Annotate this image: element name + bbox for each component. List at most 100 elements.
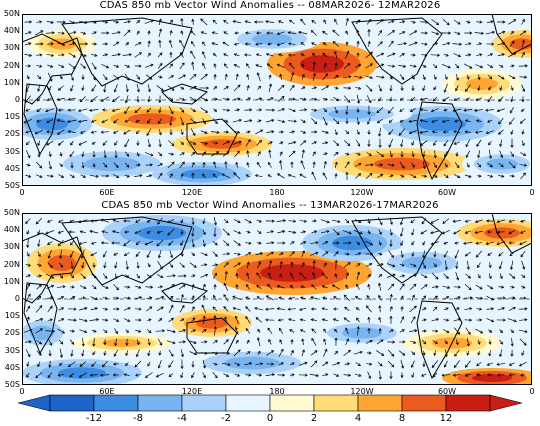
longitude-label: 0 bbox=[19, 387, 25, 396]
wind-vector bbox=[57, 119, 65, 123]
wind-vector bbox=[288, 141, 296, 145]
wind-vector bbox=[46, 285, 54, 289]
wind-vector bbox=[366, 305, 372, 313]
wind-vector bbox=[26, 372, 30, 378]
wind-vector bbox=[289, 251, 295, 257]
wind-vector bbox=[101, 285, 109, 289]
wind-vector bbox=[278, 349, 284, 357]
wind-vector bbox=[521, 140, 525, 146]
wind-vector bbox=[399, 275, 405, 277]
wind-vector bbox=[442, 96, 450, 102]
wind-vector bbox=[301, 149, 305, 159]
latitude-label: 50N bbox=[3, 9, 20, 18]
wind-vector bbox=[45, 108, 55, 112]
wind-vector bbox=[80, 231, 86, 233]
wind-vector bbox=[356, 241, 360, 245]
wind-vector bbox=[113, 284, 119, 290]
wind-vector bbox=[478, 85, 480, 91]
wind-vector bbox=[312, 73, 316, 81]
wind-vector bbox=[431, 241, 439, 245]
wind-vector bbox=[409, 130, 417, 134]
wind-vector bbox=[387, 349, 395, 357]
wind-vector bbox=[288, 108, 296, 112]
panel-title: CDAS 850 mb Vector Wind Anomalies -- 08M… bbox=[99, 0, 441, 11]
wind-vector bbox=[93, 337, 95, 347]
wind-vector bbox=[420, 43, 428, 45]
wind-vector bbox=[180, 349, 184, 357]
wind-vector bbox=[257, 261, 261, 269]
wind-vector bbox=[91, 329, 97, 333]
coastline bbox=[61, 17, 193, 87]
wind-vector bbox=[178, 74, 186, 80]
wind-vector bbox=[334, 19, 338, 25]
wind-vector bbox=[519, 319, 527, 321]
wind-vector bbox=[266, 242, 274, 244]
wind-vector bbox=[443, 319, 449, 321]
wind-vector bbox=[78, 219, 88, 223]
wind-vector bbox=[144, 64, 154, 68]
wind-vector bbox=[499, 339, 503, 345]
wind-vector bbox=[135, 251, 141, 257]
anomaly-region bbox=[342, 327, 382, 339]
wind-vector bbox=[147, 53, 151, 57]
wind-vector bbox=[90, 374, 98, 376]
wind-vector bbox=[345, 130, 349, 134]
wind-vector bbox=[365, 75, 373, 79]
wind-vector bbox=[104, 150, 106, 158]
wind-vector bbox=[368, 41, 370, 47]
wind-vector bbox=[213, 161, 217, 169]
wind-vector bbox=[49, 360, 51, 368]
wind-vector bbox=[343, 262, 351, 268]
wind-vector bbox=[322, 319, 328, 321]
wind-vector bbox=[210, 131, 220, 133]
wind-vector bbox=[114, 140, 118, 146]
wind-vector bbox=[246, 174, 250, 178]
wind-vector bbox=[124, 318, 130, 322]
wind-vector bbox=[497, 53, 505, 57]
wind-vector bbox=[155, 330, 165, 332]
colorbar-arrow-left bbox=[18, 394, 51, 412]
wind-vector bbox=[104, 350, 106, 356]
wind-vector bbox=[123, 307, 131, 311]
wind-vector bbox=[244, 362, 252, 366]
wind-vector bbox=[298, 362, 308, 366]
wind-vector bbox=[300, 160, 306, 170]
wind-vector bbox=[322, 73, 328, 81]
wind-vector bbox=[320, 219, 330, 223]
wind-vector bbox=[47, 97, 53, 101]
anomaly-region bbox=[252, 33, 292, 45]
wind-vector bbox=[179, 262, 185, 268]
wind-vector bbox=[343, 294, 351, 302]
wind-vector bbox=[299, 307, 307, 311]
wind-vector bbox=[267, 284, 273, 290]
wind-vector bbox=[300, 130, 306, 134]
wind-vector bbox=[343, 95, 351, 103]
wind-vector bbox=[58, 318, 64, 322]
wind-vector bbox=[100, 374, 110, 376]
wind-vector bbox=[57, 42, 65, 46]
wind-vector bbox=[223, 283, 229, 291]
wind-vector bbox=[224, 63, 228, 69]
wind-vector bbox=[268, 174, 272, 178]
wind-vector bbox=[379, 305, 381, 313]
wind-vector bbox=[390, 96, 392, 102]
wind-vector bbox=[356, 129, 360, 135]
wind-vector bbox=[455, 339, 459, 345]
wind-vector bbox=[213, 86, 217, 90]
wind-vector bbox=[135, 285, 141, 289]
wind-vector bbox=[343, 140, 351, 146]
wind-vector bbox=[79, 20, 87, 24]
wind-vector bbox=[223, 373, 229, 377]
wind-vector bbox=[169, 173, 173, 179]
wind-vector bbox=[445, 349, 447, 357]
wind-vector bbox=[399, 263, 405, 267]
wind-vector bbox=[475, 297, 483, 299]
wind-vector bbox=[124, 174, 130, 178]
wind-vector bbox=[156, 85, 164, 91]
wind-vector bbox=[71, 349, 73, 357]
wind-vector bbox=[245, 242, 251, 244]
wind-vector bbox=[322, 142, 328, 144]
wind-vector bbox=[113, 21, 119, 23]
wind-vector bbox=[388, 329, 394, 333]
wind-vector bbox=[465, 20, 471, 24]
